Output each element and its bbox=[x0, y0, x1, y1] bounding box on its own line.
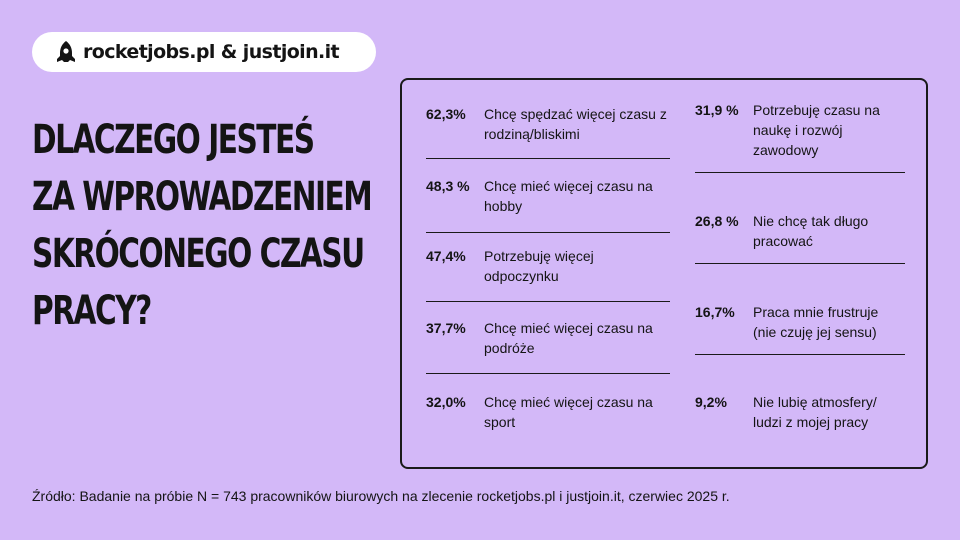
row-divider bbox=[426, 158, 670, 159]
response-label: Nie lubię atmosfery/ ludzi z mojej pracy bbox=[753, 394, 877, 430]
response-item: 9,2% Nie lubię atmosfery/ ludzi z mojej p… bbox=[695, 392, 905, 432]
response-item: 16,7% Praca mnie frustruje (nie czuję jej… bbox=[695, 302, 905, 342]
response-item: 48,3 % Chcę mieć więcej czasu na hobby bbox=[426, 176, 670, 216]
page-title: Dlaczego jesteś za wprowadzeniem skrócon… bbox=[32, 112, 373, 340]
response-label: Chcę mieć więcej czasu na sport bbox=[484, 394, 653, 430]
response-item: 37,7% Chcę mieć więcej czasu na podróże bbox=[426, 318, 670, 358]
response-percentage: 48,3 % bbox=[426, 178, 470, 194]
response-label: Nie chcę tak długo pracować bbox=[753, 213, 869, 249]
response-percentage: 62,3% bbox=[426, 106, 466, 122]
response-item: 62,3% Chcę spędzać więcej czasu z rodziną… bbox=[426, 104, 670, 144]
row-divider bbox=[695, 354, 905, 355]
response-percentage: 31,9 % bbox=[695, 102, 739, 118]
response-label: Chcę spędzać więcej czasu z rodziną/blis… bbox=[484, 106, 667, 142]
title-line: skróconego czasu bbox=[32, 231, 365, 277]
response-percentage: 26,8 % bbox=[695, 213, 739, 229]
row-divider bbox=[426, 301, 670, 302]
row-divider bbox=[426, 232, 670, 233]
response-percentage: 32,0% bbox=[426, 394, 466, 410]
response-percentage: 9,2% bbox=[695, 394, 727, 410]
response-item: 47,4% Potrzebuję więcej odpoczynku bbox=[426, 246, 670, 286]
response-label: Chcę mieć więcej czasu na podróże bbox=[484, 320, 653, 356]
response-label: Potrzebuję więcej odpoczynku bbox=[484, 248, 594, 284]
response-item: 31,9 % Potrzebuję czasu na naukę i rozwój… bbox=[695, 100, 905, 160]
source-note: Źródło: Badanie na próbie N = 743 pracow… bbox=[32, 488, 730, 504]
row-divider bbox=[695, 263, 905, 264]
brand-logo: rocketjobs.pl & justjoin.it bbox=[32, 32, 376, 72]
row-divider bbox=[426, 373, 670, 374]
response-item: 26,8 % Nie chcę tak długo pracować bbox=[695, 211, 905, 251]
response-label: Praca mnie frustruje (nie czuję jej sens… bbox=[753, 304, 879, 340]
title-line: za wprowadzeniem bbox=[32, 174, 373, 220]
title-line: pracy? bbox=[32, 288, 152, 334]
response-percentage: 47,4% bbox=[426, 248, 466, 264]
row-divider bbox=[695, 172, 905, 173]
response-item: 32,0% Chcę mieć więcej czasu na sport bbox=[426, 392, 670, 432]
response-percentage: 16,7% bbox=[695, 304, 735, 320]
brand-name: rocketjobs.pl & justjoin.it bbox=[83, 41, 340, 63]
response-label: Potrzebuję czasu na naukę i rozwój zawod… bbox=[753, 102, 880, 158]
results-panel: 62,3% Chcę spędzać więcej czasu z rodziną… bbox=[400, 78, 928, 469]
rocket-icon bbox=[56, 40, 76, 64]
response-percentage: 37,7% bbox=[426, 320, 466, 336]
title-line: Dlaczego jesteś bbox=[32, 117, 315, 163]
response-label: Chcę mieć więcej czasu na hobby bbox=[484, 178, 653, 214]
